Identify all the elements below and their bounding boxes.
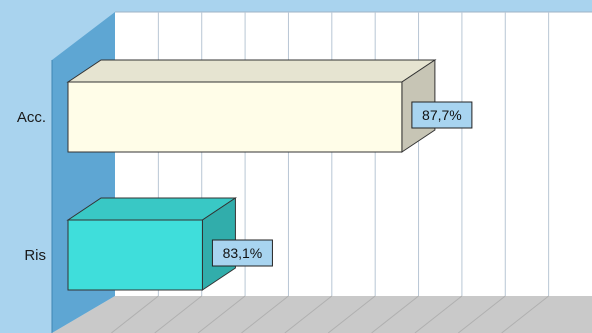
- floor-grid-line: [111, 295, 159, 333]
- floor-grid-line: [197, 295, 246, 333]
- data-label: 83,1%: [223, 245, 263, 261]
- floor-grid-line: [371, 295, 419, 333]
- category-labels: Acc. Ris: [17, 109, 46, 264]
- data-label: 87,7%: [422, 107, 462, 123]
- floor-grid-line: [327, 295, 376, 333]
- floor-grid-line: [501, 295, 549, 333]
- floor-grid-line: [284, 295, 333, 333]
- bar-ris: [66, 197, 238, 291]
- floor-grid-line: [241, 295, 289, 333]
- bar-front-face: [67, 219, 203, 291]
- bars: [66, 59, 437, 291]
- data-labels: 87,7% 83,1%: [211, 101, 473, 267]
- data-label-box: [411, 101, 473, 129]
- chart-floor: [52, 296, 592, 333]
- floor-grid-line: [457, 295, 506, 333]
- floor-grid-line: [154, 295, 203, 333]
- category-label: Acc.: [17, 109, 46, 126]
- floor-grid-line: [414, 295, 463, 333]
- bar-top-face: [66, 59, 437, 83]
- bar-front-face: [67, 81, 403, 153]
- bar-acc: [66, 59, 437, 153]
- data-label-box: [211, 239, 273, 267]
- category-label: Ris: [24, 247, 46, 264]
